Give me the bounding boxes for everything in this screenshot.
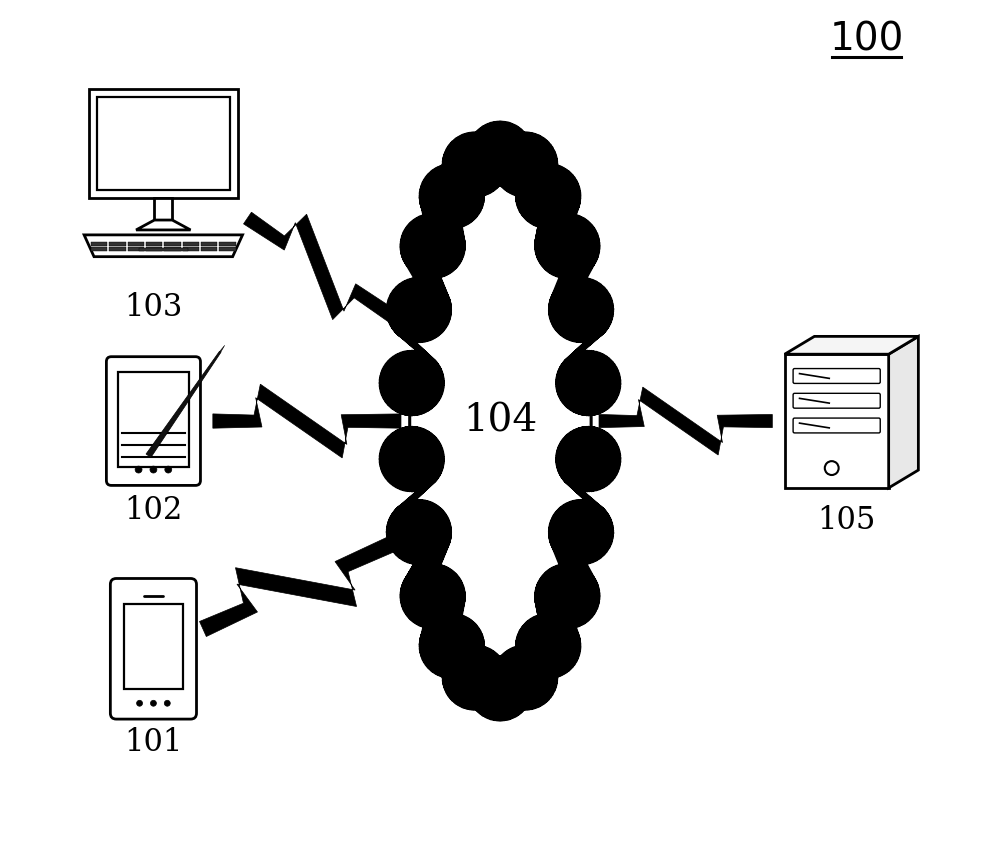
Bar (128, 247, 144, 251)
Bar (146, 247, 162, 251)
Text: 101: 101 (124, 728, 183, 758)
Bar (164, 247, 181, 251)
Bar (201, 247, 217, 251)
Bar (91, 242, 107, 246)
FancyBboxPatch shape (793, 393, 880, 408)
Bar (124, 604, 183, 689)
FancyBboxPatch shape (106, 357, 200, 485)
Bar (201, 242, 217, 246)
Bar (219, 242, 236, 246)
Text: 103: 103 (124, 292, 183, 323)
Text: 100: 100 (829, 20, 904, 59)
FancyBboxPatch shape (793, 368, 880, 384)
Circle shape (137, 700, 143, 706)
Bar (139, 248, 188, 251)
Polygon shape (889, 336, 918, 488)
Circle shape (164, 700, 170, 706)
Polygon shape (146, 351, 221, 457)
Polygon shape (84, 235, 243, 257)
Polygon shape (136, 220, 191, 230)
Bar (91, 247, 107, 251)
Polygon shape (380, 122, 620, 720)
FancyBboxPatch shape (793, 418, 880, 433)
Polygon shape (213, 384, 401, 458)
Bar (128, 242, 144, 246)
Circle shape (165, 466, 172, 473)
Circle shape (135, 466, 142, 473)
Text: 102: 102 (124, 494, 183, 526)
Bar (109, 242, 126, 246)
Polygon shape (89, 89, 238, 198)
Bar (183, 247, 199, 251)
Polygon shape (785, 336, 918, 354)
Circle shape (150, 700, 156, 706)
FancyBboxPatch shape (110, 579, 197, 719)
Bar (183, 242, 199, 246)
Circle shape (150, 466, 157, 473)
Bar (109, 247, 126, 251)
Bar (146, 242, 162, 246)
Polygon shape (244, 212, 405, 328)
Polygon shape (154, 198, 172, 220)
Polygon shape (599, 387, 772, 455)
Text: 105: 105 (817, 505, 876, 535)
Bar (164, 242, 181, 246)
Bar (118, 372, 189, 466)
Polygon shape (97, 97, 230, 191)
Polygon shape (785, 354, 889, 488)
Polygon shape (220, 346, 225, 352)
Text: 104: 104 (463, 403, 537, 440)
Polygon shape (200, 533, 404, 637)
Bar (219, 247, 236, 251)
Circle shape (825, 461, 839, 475)
